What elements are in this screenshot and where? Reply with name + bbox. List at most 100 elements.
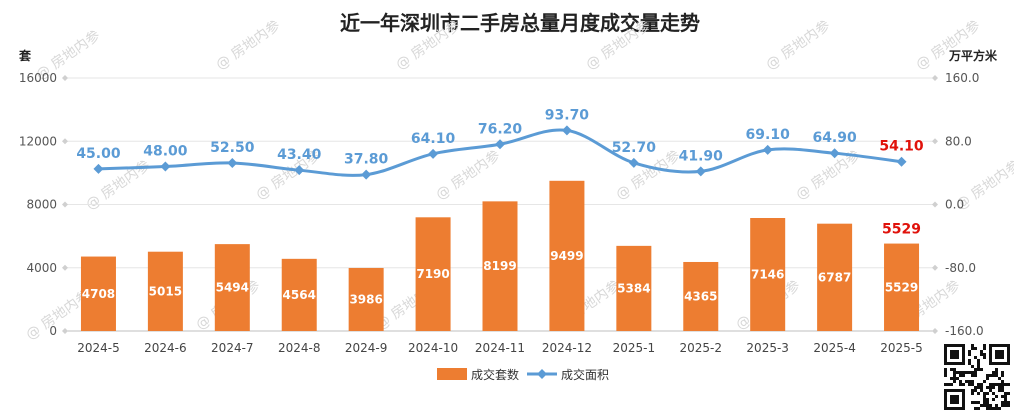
qr-module (992, 398, 995, 401)
left-tick-label: 16000 (19, 71, 57, 85)
qr-module (947, 383, 950, 386)
qr-module (983, 344, 986, 347)
qr-module (989, 389, 992, 392)
qr-module (995, 374, 998, 377)
qr-module (998, 386, 1001, 389)
qr-module (950, 377, 953, 380)
tick-marker (932, 328, 938, 334)
qr-module (986, 401, 989, 404)
qr-module (965, 380, 968, 383)
line-point (227, 157, 238, 168)
line-value-label: 43.40 (277, 147, 322, 163)
qr-module (1007, 401, 1010, 404)
qr-module (986, 392, 989, 395)
qr-module (980, 389, 983, 392)
bar (616, 245, 652, 331)
qr-module (977, 392, 980, 395)
qr-module (974, 368, 977, 371)
x-tick-label: 2024-5 (77, 341, 120, 355)
line-value-label: 48.00 (143, 144, 188, 160)
qr-module (959, 380, 962, 383)
x-tick-label: 2025-4 (813, 341, 856, 355)
qr-module (1004, 383, 1007, 386)
bar (482, 201, 518, 331)
right-tick-label: 0.0 (945, 198, 964, 212)
line-point (896, 156, 907, 167)
qr-module (980, 353, 983, 356)
qr-module (1004, 401, 1007, 404)
qr-module (995, 371, 998, 374)
qr-module (953, 377, 956, 380)
right-tick-label: 80.0 (945, 134, 972, 148)
qr-module (980, 386, 983, 389)
right-axis-unit: 万平方米 (948, 48, 998, 63)
line-point (695, 166, 706, 177)
qr-module (983, 395, 986, 398)
qr-module (971, 392, 974, 395)
qr-module (992, 392, 995, 395)
line-value-label: 45.00 (76, 146, 121, 162)
bar (415, 217, 451, 331)
left-tick-label: 12000 (19, 134, 57, 148)
watermark-text: @ 房地内参 (433, 147, 504, 204)
qr-module (983, 401, 986, 404)
bar-value-label: 3986 (349, 292, 382, 306)
qr-module (1007, 383, 1010, 386)
qr-module (995, 404, 998, 407)
qr-module (971, 347, 974, 350)
line-labels: 45.00 48.00 52.50 43.40 37.80 64.10 76.20 93.70… (76, 107, 924, 167)
left-axis-unit: 套 (18, 48, 32, 63)
qr-module (995, 407, 998, 410)
qr-module (956, 377, 959, 380)
line-point (428, 148, 439, 159)
qr-module (983, 392, 986, 395)
qr-module (971, 389, 974, 392)
qr-module (974, 371, 977, 374)
qr-module (965, 371, 968, 374)
qr-module (959, 374, 962, 377)
qr-module (986, 398, 989, 401)
qr-module (980, 404, 983, 407)
bar (214, 244, 250, 331)
bar-labels: 4708 5015 5494 4564 3986 7190 8199 9499 5384 4365… (82, 222, 921, 307)
qr-module (977, 386, 980, 389)
bar (281, 258, 317, 331)
qr-module (977, 368, 980, 371)
qr-module (971, 344, 974, 347)
line-value-label: 76.20 (478, 121, 523, 137)
qr-module (986, 386, 989, 389)
line-value-label: 52.70 (612, 140, 657, 156)
qr-module (971, 380, 974, 383)
qr-module (953, 368, 956, 371)
qr-module (980, 383, 983, 386)
bar-value-label: 9499 (550, 249, 583, 263)
line-value-label: 54.10 (879, 139, 924, 155)
line-point (628, 157, 639, 168)
bar (348, 267, 384, 331)
qr-module (989, 374, 992, 377)
qr-module (974, 386, 977, 389)
qr-module (971, 374, 974, 377)
line-point (561, 125, 572, 136)
qr-module (986, 374, 989, 377)
qr-module (1001, 383, 1004, 386)
legend-label-bar: 成交套数 (471, 367, 519, 382)
x-tick-label: 2024-10 (408, 341, 458, 355)
bar-value-label: 4365 (684, 289, 717, 303)
qr-module (974, 401, 977, 404)
bar-value-label: 7146 (751, 268, 784, 282)
line-value-label: 41.90 (679, 148, 724, 164)
bar-highlight-label: 5529 (882, 222, 921, 238)
qr-module (962, 371, 965, 374)
qr-finder (950, 350, 959, 359)
qr-module (992, 407, 995, 410)
line-point (361, 169, 372, 180)
line-point (93, 163, 104, 174)
bar (817, 223, 853, 331)
x-tick-label: 2024-11 (475, 341, 525, 355)
x-tick-label: 2024-7 (211, 341, 254, 355)
line-value-label: 93.70 (545, 107, 590, 123)
qr-module (953, 374, 956, 377)
qr-module (968, 359, 971, 362)
